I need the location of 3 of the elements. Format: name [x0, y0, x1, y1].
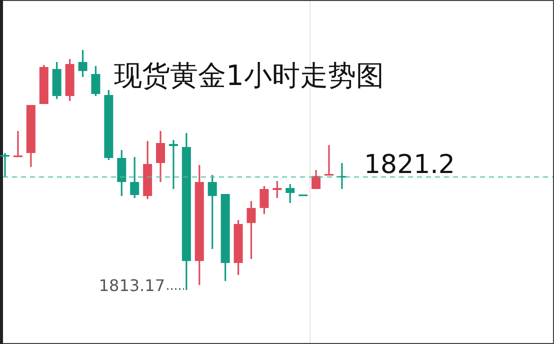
chart-title: 现货黄金1小时走势图	[114, 59, 384, 92]
text: 1821.2	[364, 150, 455, 180]
annotation: 1813.17	[98, 276, 165, 295]
